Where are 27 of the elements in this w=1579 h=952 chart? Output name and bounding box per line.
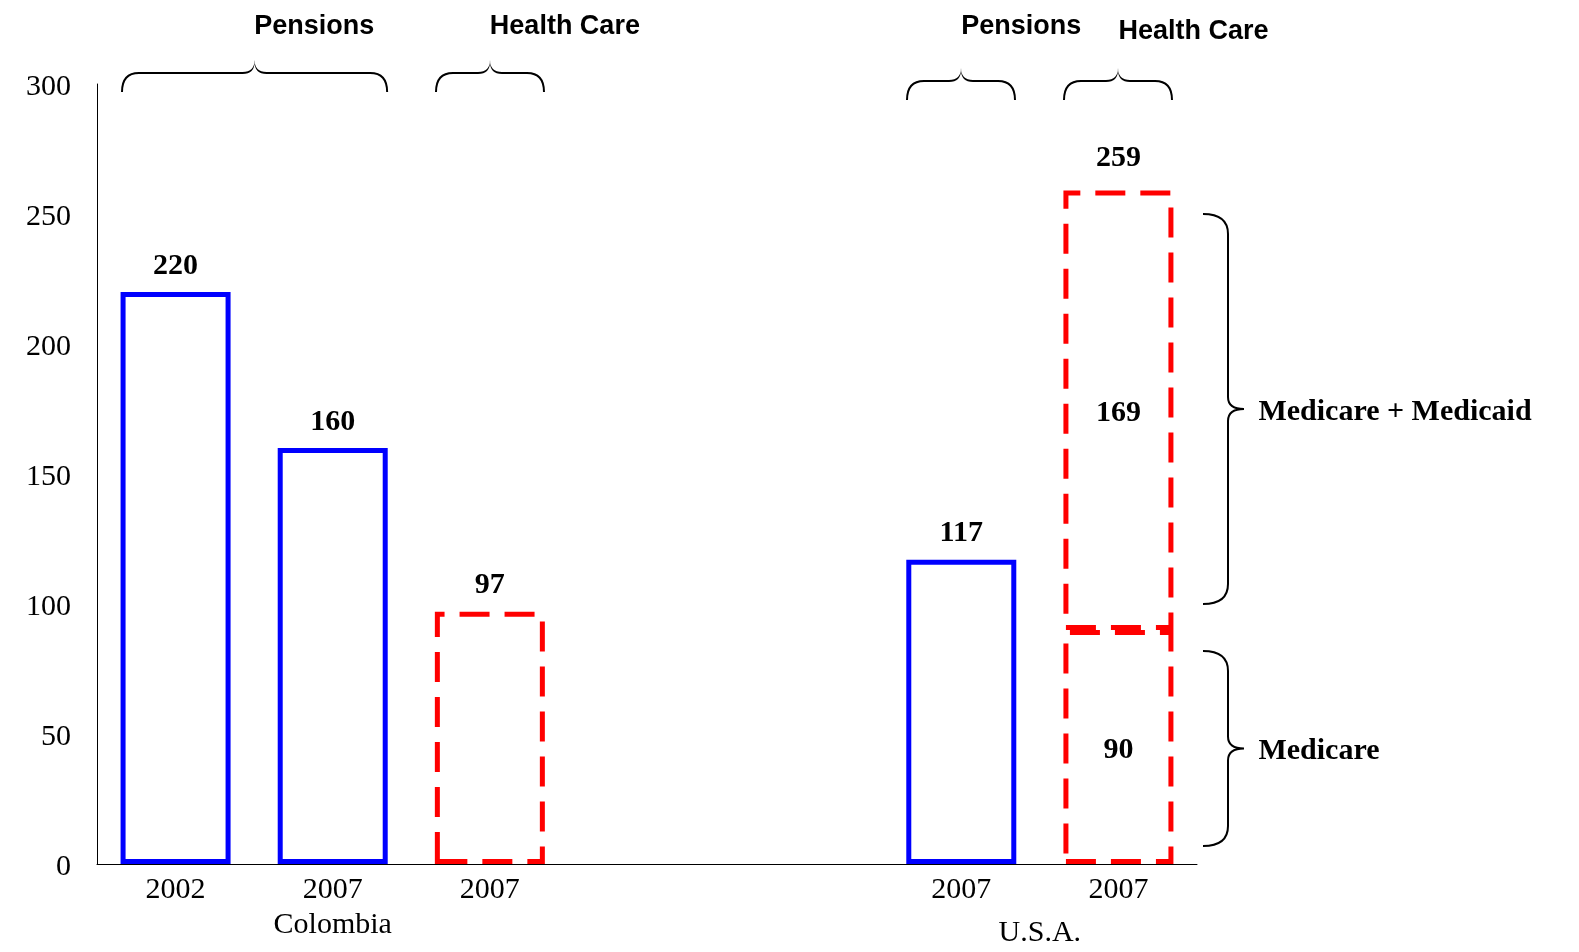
text: Pensions: [254, 9, 375, 40]
text: Pensions: [961, 9, 1082, 40]
x-tick-label: 2007: [1088, 870, 1149, 904]
text: Health Care: [489, 9, 640, 40]
text: Medicare + Medicaid: [1258, 392, 1532, 426]
total-label: 259: [1095, 139, 1141, 173]
y-tick-label: 250: [26, 197, 71, 231]
y-tick-label: 150: [26, 457, 71, 491]
y-tick-label: 300: [26, 67, 71, 101]
y-tick-label: 0: [56, 847, 71, 881]
y-tick-label: 200: [26, 327, 71, 361]
data-label: 117: [939, 514, 983, 548]
data-label: 160: [310, 402, 356, 436]
x-tick-label: 2007: [931, 870, 992, 904]
x-tick-label: 2007: [459, 870, 520, 904]
text: U.S.A.: [998, 913, 1082, 947]
x-tick-label: 2007: [302, 870, 363, 904]
x-tick-label: 2002: [145, 870, 206, 904]
y-tick-label: 50: [41, 717, 71, 751]
data-label: 220: [153, 246, 199, 280]
data-label: 90: [1103, 730, 1134, 764]
data-label: 97: [474, 566, 505, 600]
data-label: 169: [1095, 393, 1141, 427]
text: Health Care: [1118, 14, 1269, 45]
text: Colombia: [273, 905, 392, 939]
text: Medicare: [1258, 731, 1380, 765]
y-tick-label: 100: [26, 587, 71, 621]
